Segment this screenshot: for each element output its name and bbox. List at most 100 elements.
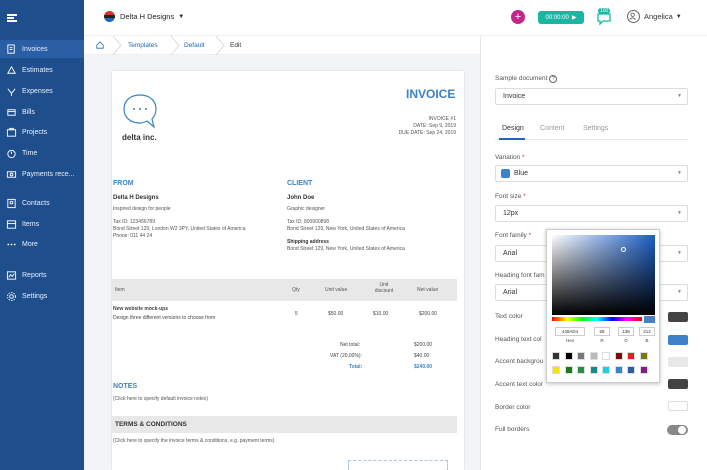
color-swatch[interactable] (639, 352, 648, 360)
sidebar-item-bills[interactable]: Bills (0, 103, 84, 121)
color-swatch[interactable] (552, 366, 560, 374)
client-heading: CLIENT (287, 180, 313, 187)
color-swatch[interactable] (577, 366, 585, 374)
sidebar-item-label: Payments rece... (22, 170, 75, 178)
sidebar-item-payments-rece[interactable]: Payments rece... (0, 165, 84, 183)
total-label: Total: (349, 364, 363, 370)
sidebar-item-invoices[interactable]: Invoices (0, 40, 84, 58)
add-button[interactable]: + (511, 10, 525, 24)
breadcrumb-default[interactable]: Default (184, 42, 205, 49)
color-swatch[interactable] (614, 366, 623, 374)
r-input[interactable]: 68 (594, 327, 610, 336)
signature-placeholder[interactable] (348, 460, 448, 470)
terms-text[interactable]: (Click here to specify the invoice terms… (113, 438, 275, 444)
play-icon: ▶ (571, 15, 577, 21)
sample-document-select[interactable]: Invoice ▼ (495, 88, 688, 105)
chat-badge: 100 (598, 8, 611, 14)
shipping-heading: Shipping address (287, 239, 329, 245)
sidebar-item-estimates[interactable]: Estimates (0, 61, 84, 79)
heading-text-color-label: Heading text col (495, 336, 542, 343)
full-borders-label: Full borders (495, 426, 530, 433)
gear-icon (5, 290, 17, 302)
b-input[interactable]: 212 (639, 327, 655, 336)
contacts-icon (5, 197, 17, 209)
border-color-swatch[interactable] (668, 401, 688, 411)
client-name: John Doe (287, 195, 315, 201)
tab-content[interactable]: Content (540, 125, 565, 132)
variation-label: Variation * (495, 154, 525, 161)
more-icon (5, 238, 17, 250)
hue-slider[interactable] (552, 317, 642, 321)
notes-text[interactable]: (Click here to specify default invoice n… (113, 396, 209, 402)
color-swatch[interactable] (564, 366, 573, 374)
text-color-swatch[interactable] (668, 312, 688, 322)
picker-knob[interactable] (621, 247, 626, 252)
col-unit-discount: Unit discount (369, 282, 399, 294)
chevron-down-icon: ▼ (677, 170, 682, 176)
color-swatch[interactable] (627, 366, 635, 374)
vat-value: $40.00 (414, 353, 430, 359)
color-swatch[interactable] (589, 366, 598, 374)
total-value: $240.00 (414, 364, 433, 370)
invoice-date: DATE: Sep 9, 2019 (413, 123, 456, 129)
sidebar-item-label: Invoices (22, 45, 48, 53)
items-table-header: Item Qty Unit value Unit discount Net va… (112, 279, 457, 301)
accent-text-color-swatch[interactable] (668, 379, 688, 389)
tab-design[interactable]: Design (502, 125, 524, 132)
breadcrumb-templates[interactable]: Templates (128, 42, 158, 49)
color-swatch[interactable] (564, 352, 573, 360)
saturation-value-area[interactable] (552, 235, 655, 315)
color-swatch[interactable] (577, 352, 585, 360)
chat-button[interactable]: 100 (596, 8, 612, 26)
color-swatch[interactable] (614, 352, 623, 360)
breadcrumb-edit: Edit (230, 42, 242, 49)
heading-text-color-swatch[interactable] (668, 335, 688, 345)
color-swatch[interactable] (552, 352, 560, 360)
b-label: B (645, 338, 649, 343)
caret-down-icon: ▼ (178, 13, 185, 20)
row-qty: 5 (295, 311, 298, 317)
breadcrumb-separator (112, 36, 122, 55)
color-swatch[interactable] (627, 352, 635, 360)
items-icon (5, 218, 17, 230)
sidebar-item-expenses[interactable]: Expenses (0, 82, 84, 100)
hex-input[interactable]: 448AD4 (555, 327, 585, 336)
org-switcher[interactable]: Delta H Designs ▼ (104, 11, 184, 22)
from-address: Bond Street 129, London W2 3PY, United S… (113, 226, 246, 232)
sidebar-item-items[interactable]: Items (0, 215, 84, 233)
avatar-icon (627, 10, 640, 23)
color-swatch[interactable] (589, 352, 598, 360)
sidebar-item-reports[interactable]: Reports (0, 266, 84, 284)
timer-button[interactable]: 00:00:00 ▶ (538, 11, 584, 24)
app-logo[interactable] (0, 0, 84, 36)
col-net-value: Net value (417, 287, 439, 293)
sidebar-item-settings[interactable]: Settings (0, 287, 84, 305)
sidebar-item-label: Settings (22, 292, 48, 300)
accent-bg-swatch[interactable] (668, 357, 688, 367)
tab-settings[interactable]: Settings (583, 125, 609, 132)
variation-select[interactable]: Blue ▼ (495, 165, 688, 182)
sidebar-item-label: Projects (22, 128, 48, 136)
sidebar-item-label: Items (22, 220, 40, 228)
invoice-title: INVOICE (406, 87, 456, 101)
color-swatch[interactable] (602, 366, 610, 374)
invoice-meta: INVOICE #1 DATE: Sep 9, 2019 DUE DATE: S… (399, 116, 456, 137)
accent-bg-label: Accent backgrou (495, 358, 544, 365)
g-input[interactable]: 138 (618, 327, 634, 336)
full-borders-toggle[interactable] (667, 425, 688, 435)
sidebar-item-more[interactable]: More (0, 235, 84, 253)
sidebar-item-time[interactable]: Time (0, 144, 84, 162)
color-swatch[interactable] (602, 352, 610, 360)
home-icon[interactable] (96, 41, 104, 49)
sidebar-item-projects[interactable]: Projects (0, 123, 84, 141)
breadcrumb: Templates Default Edit (84, 36, 480, 55)
help-icon[interactable]: ? (549, 75, 558, 83)
color-swatch[interactable] (639, 366, 648, 374)
reports-icon (5, 269, 17, 281)
sidebar-item-contacts[interactable]: Contacts (0, 194, 84, 212)
user-menu[interactable]: Angelica ▼ (627, 10, 682, 23)
caret-down-icon: ▼ (675, 13, 682, 20)
col-unit-discount-line2: discount (374, 288, 394, 294)
font-size-select[interactable]: 12px ▼ (495, 205, 688, 222)
terms-bar: TERMS & CONDITIONS (112, 416, 457, 433)
